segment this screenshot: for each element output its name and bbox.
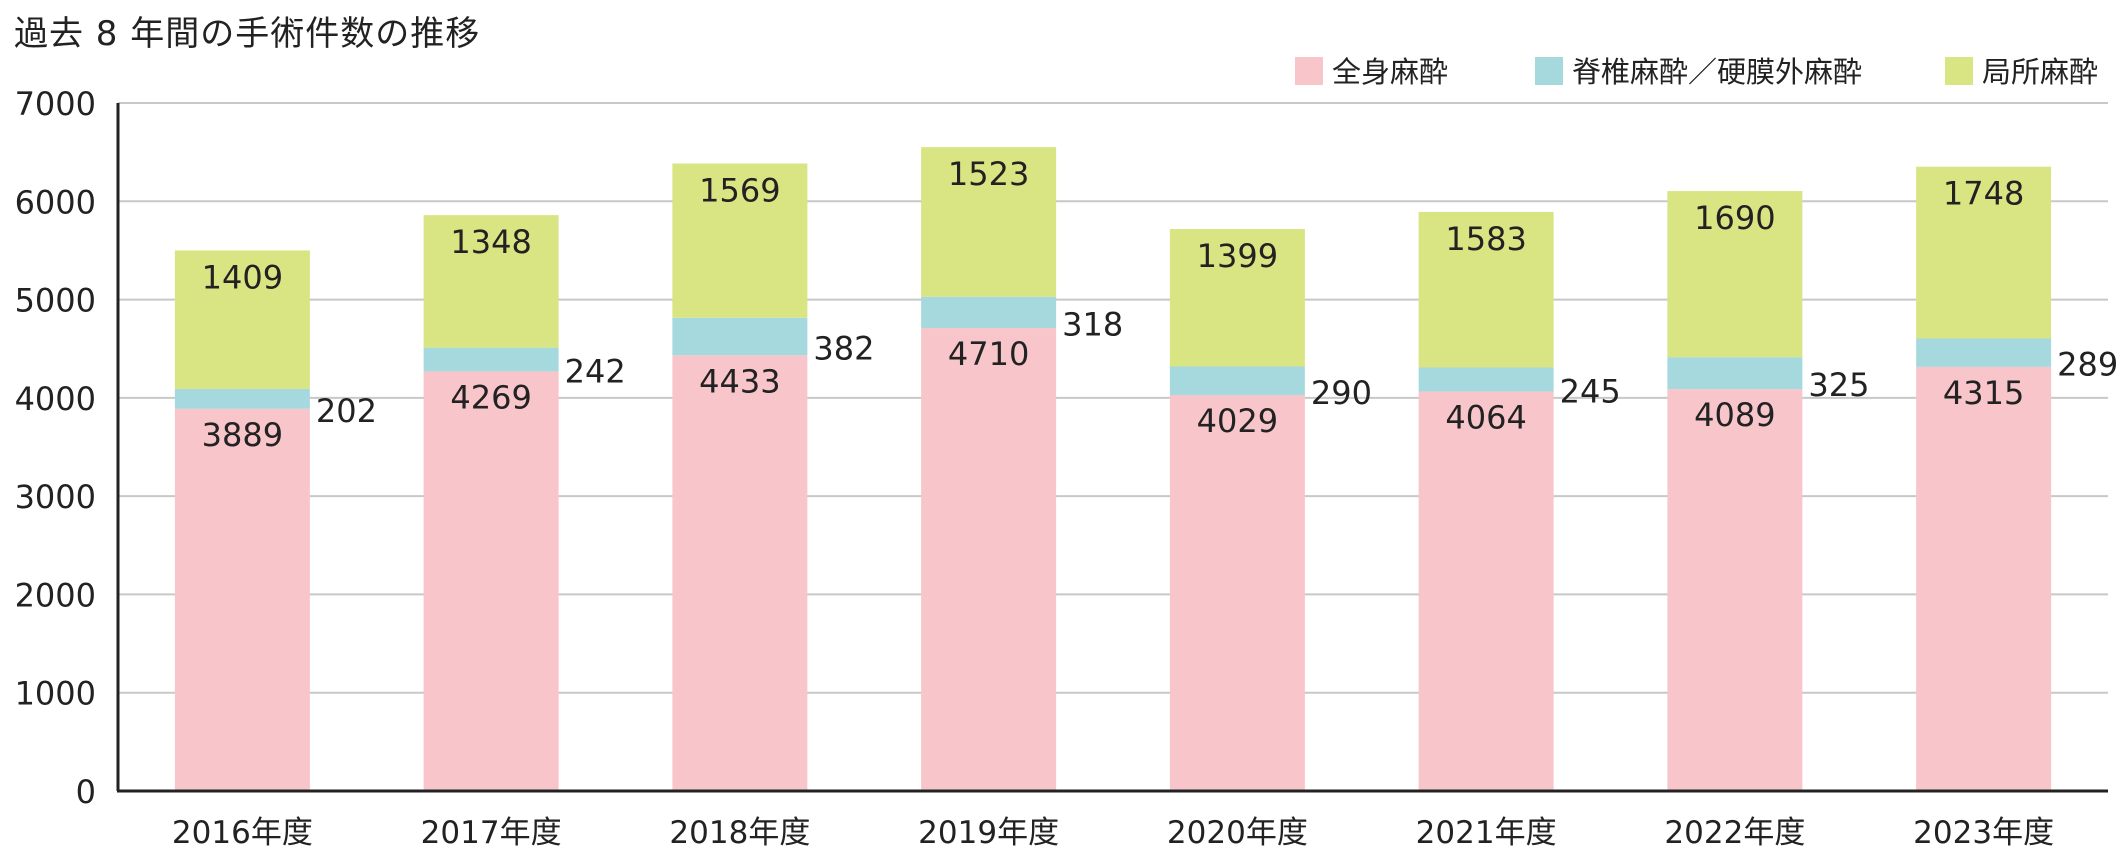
data-label-spinal-3: 318	[1062, 305, 1123, 343]
data-label-local-7: 1748	[1943, 175, 2024, 213]
legend-swatch-spinal	[1535, 57, 1563, 85]
data-label-spinal-2: 382	[813, 330, 874, 368]
y-tick-label-4000: 4000	[15, 380, 96, 418]
bar-general-0	[174, 408, 310, 791]
bar-general-2	[672, 355, 808, 791]
bar-local-2	[672, 163, 808, 318]
y-tick-label-1000: 1000	[15, 675, 96, 713]
y-tick-label-0: 0	[76, 773, 96, 811]
bar-local-4	[1169, 229, 1305, 367]
y-tick-label-5000: 5000	[15, 282, 96, 320]
x-tick-label-1: 2017年度	[421, 815, 562, 850]
bar-local-0	[174, 250, 310, 389]
data-label-local-4: 1399	[1197, 237, 1278, 275]
x-tick-label-4: 2020年度	[1167, 815, 1308, 850]
x-tick-label-6: 2022年度	[1664, 815, 1805, 850]
data-label-local-1: 1348	[450, 223, 531, 261]
data-label-spinal-6: 325	[1808, 366, 1869, 404]
bars	[174, 147, 2052, 791]
legend-label-spinal: 脊椎麻酔／硬膜外麻酔	[1572, 55, 1862, 89]
bar-spinal-3	[921, 296, 1057, 329]
data-labels: 3889 202 1409 4269 242 1348 4433 382 1569 4710 318…	[202, 155, 2119, 454]
data-label-local-2: 1569	[699, 172, 780, 210]
bar-local-6	[1667, 191, 1803, 358]
bar-general-5	[1418, 391, 1554, 791]
x-tick-label-0: 2016年度	[172, 815, 313, 850]
bar-spinal-2	[672, 317, 808, 356]
data-label-spinal-7: 289	[2057, 346, 2118, 384]
data-label-general-4: 4029	[1197, 402, 1278, 440]
y-tick-label-7000: 7000	[15, 85, 96, 123]
x-tick-label-2: 2018年度	[669, 815, 810, 850]
legend: 全身麻酔 脊椎麻酔／硬膜外麻酔 局所麻酔	[1295, 55, 2098, 89]
bar-general-1	[423, 371, 559, 791]
data-label-spinal-4: 290	[1311, 374, 1372, 412]
y-tick-label-2000: 2000	[15, 576, 96, 614]
data-label-spinal-1: 242	[565, 353, 626, 391]
data-label-spinal-5: 245	[1560, 373, 1621, 411]
bar-local-5	[1418, 211, 1554, 368]
bar-local-7	[1916, 166, 2052, 339]
data-label-general-6: 4089	[1694, 396, 1775, 434]
bar-spinal-1	[423, 347, 559, 372]
chart-title: 過去 8 年間の手術件数の推移	[14, 14, 481, 54]
bar-spinal-7	[1916, 338, 2052, 367]
data-label-local-0: 1409	[202, 258, 283, 296]
data-label-local-6: 1690	[1694, 199, 1775, 237]
y-tick-label-3000: 3000	[15, 478, 96, 516]
data-label-general-1: 4269	[450, 378, 531, 416]
legend-label-general: 全身麻酔	[1332, 55, 1448, 89]
data-label-spinal-0: 202	[316, 392, 377, 430]
data-label-general-5: 4064	[1445, 399, 1526, 437]
x-tick-label-7: 2023年度	[1913, 815, 2054, 850]
data-label-local-3: 1523	[948, 155, 1029, 193]
bar-local-3	[921, 147, 1057, 297]
x-tick-label-5: 2021年度	[1416, 815, 1557, 850]
axes: 0 1000 2000 3000 4000 5000 6000 7000 2016年度 2017年…	[15, 85, 2108, 850]
bar-spinal-0	[174, 388, 310, 409]
y-tick-label-6000: 6000	[15, 183, 96, 221]
legend-label-local: 局所麻酔	[1982, 55, 2098, 89]
bar-general-4	[1169, 395, 1305, 791]
data-label-general-7: 4315	[1943, 374, 2024, 412]
bar-spinal-4	[1169, 366, 1305, 396]
bar-general-6	[1667, 389, 1803, 791]
legend-swatch-general	[1295, 57, 1323, 85]
data-label-general-0: 3889	[202, 416, 283, 454]
x-tick-label-3: 2019年度	[918, 815, 1059, 850]
bar-general-7	[1916, 366, 2052, 791]
bar-spinal-5	[1418, 367, 1554, 392]
bar-general-3	[921, 328, 1057, 791]
data-label-local-5: 1583	[1445, 220, 1526, 258]
data-label-general-2: 4433	[699, 362, 780, 400]
data-label-general-3: 4710	[948, 335, 1029, 373]
bar-local-1	[423, 215, 559, 348]
legend-swatch-local	[1945, 57, 1973, 85]
bar-spinal-6	[1667, 357, 1803, 390]
